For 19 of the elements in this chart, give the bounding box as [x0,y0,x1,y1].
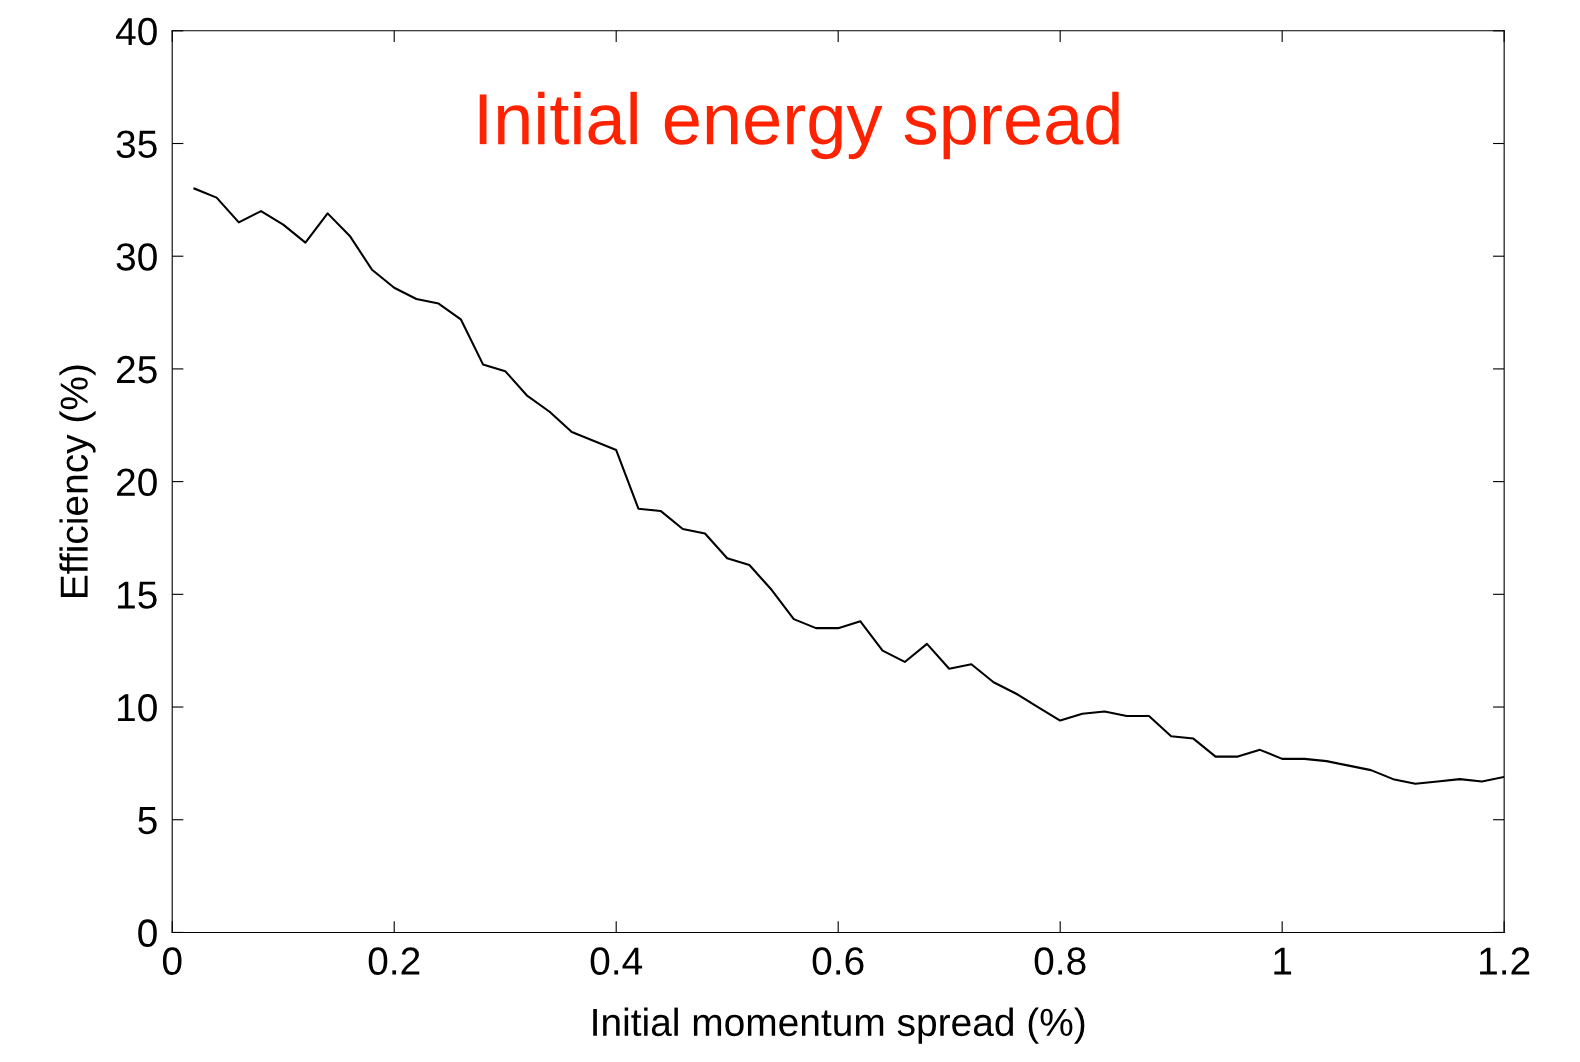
x-tick-label: 1 [1274,947,1292,975]
y-axis-title: Efficiency (%) [59,365,96,597]
y-tick-label: 40 [115,17,157,46]
y-tick-label: 15 [118,581,157,609]
x-tick-label: 0.4 [590,947,643,975]
y-tick-label: 0 [138,919,157,947]
y-tick-label: 35 [116,130,157,158]
y-tick-label: 10 [118,693,157,722]
text: Initial energy spread [479,91,1119,160]
y-tick-label: 5 [138,807,157,835]
x-tick-label: 0.6 [812,947,864,975]
y-tick-label: 30 [116,243,157,271]
x-axis-title: Initial momentum spread (%) [593,1007,1085,1044]
x-tick-label: 0 [162,947,182,975]
x-tick-label: 0.8 [1034,947,1086,975]
y-tick-label: 20 [117,468,157,497]
x-tick-label: 0.2 [368,947,420,975]
x-tick-label: 1.2 [1480,947,1530,975]
y-tick-label: 25 [117,355,157,384]
